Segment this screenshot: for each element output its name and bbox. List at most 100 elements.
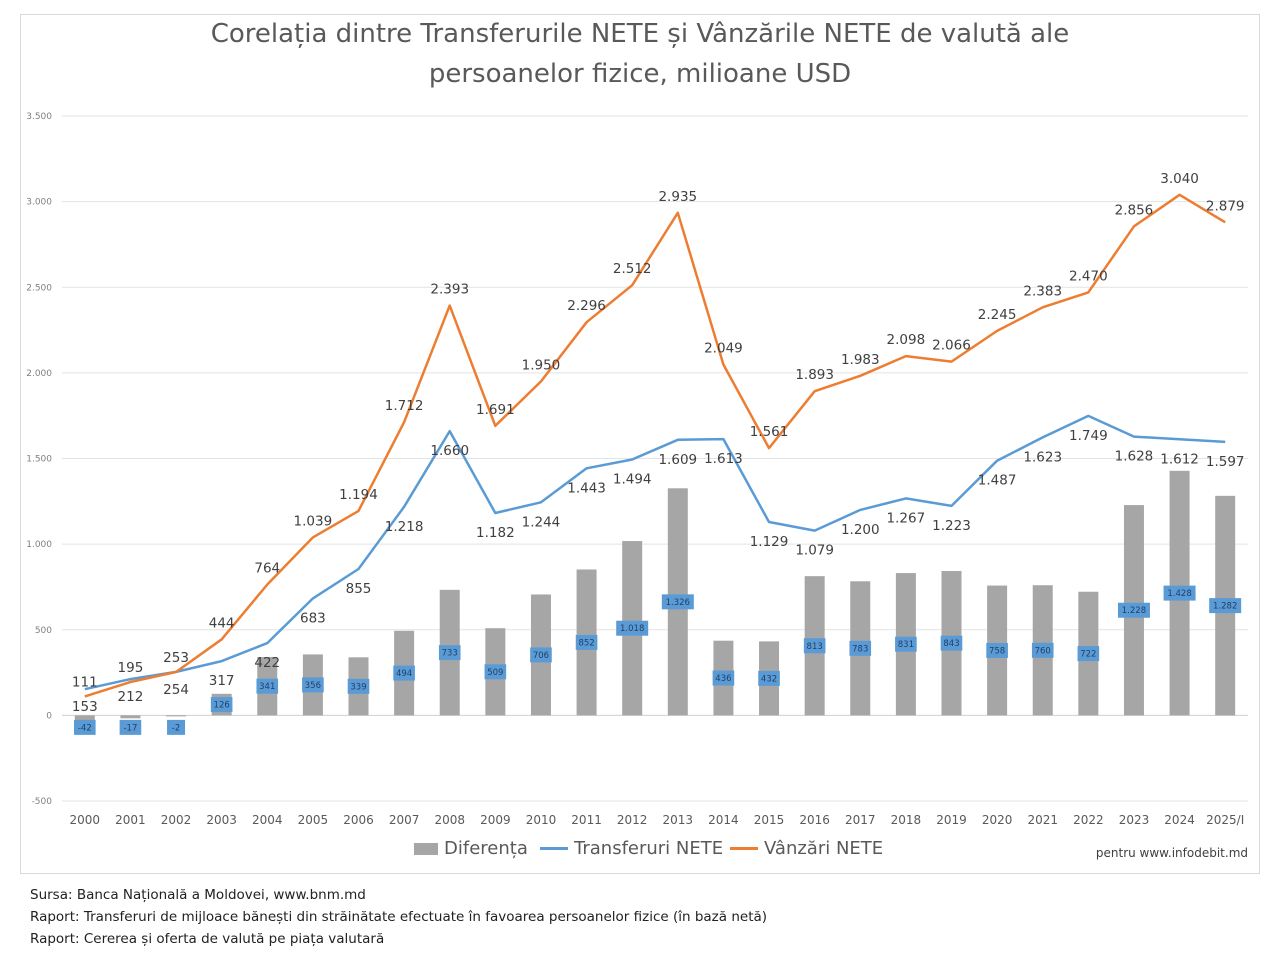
line-value-label-transferuri: 1.443 [567, 480, 606, 496]
y-tick-label: 1.500 [26, 455, 52, 465]
x-tick-label: 2008 [434, 813, 465, 827]
x-tick-label: 2011 [571, 813, 602, 827]
x-tick-label: 2005 [298, 813, 329, 827]
chart-title-line-1: Corelația dintre Transferurile NETE și V… [210, 19, 1070, 49]
bar-value-label-box [438, 645, 461, 661]
bar-value-label-box [849, 640, 872, 656]
x-tick-label: 2010 [526, 813, 557, 827]
line-value-label-vanzari: 253 [163, 650, 189, 666]
x-tick-label: 2024 [1164, 813, 1195, 827]
line-value-label-vanzari: 1.039 [294, 513, 333, 529]
x-tick-label: 2007 [389, 813, 420, 827]
line-value-label-transferuri: 1.494 [613, 472, 652, 488]
line-value-label-vanzari: 764 [254, 561, 280, 577]
line-value-label-transferuri: 1.223 [932, 518, 971, 534]
line-value-label-vanzari: 2.470 [1069, 268, 1108, 284]
line-value-label-vanzari: 2.383 [1023, 283, 1062, 299]
line-value-label-transferuri: 254 [163, 682, 189, 698]
bar-value-label-box [119, 719, 142, 735]
bar-value-label-box [940, 635, 963, 651]
line-value-label-transferuri: 1.129 [750, 534, 789, 550]
bar-value-label-box [210, 697, 233, 713]
bar-value-label-box [530, 647, 552, 663]
x-tick-label: 2012 [617, 813, 648, 827]
legend-label-diferenta: Diferența [444, 838, 528, 859]
legend-item-vanzari: Vânzări NETE [730, 838, 883, 859]
line-value-label-transferuri: 153 [72, 699, 98, 715]
line-value-label-vanzari: 1.561 [750, 424, 789, 440]
y-tick-label: 0 [46, 711, 52, 721]
bar-value-label: 1.228 [1122, 606, 1146, 616]
x-tick-label: 2015 [754, 813, 785, 827]
line-value-label-vanzari: 444 [209, 615, 235, 631]
line-value-label-vanzari: 1.194 [339, 487, 378, 503]
line-value-label-transferuri: 683 [300, 610, 326, 626]
bar-value-label-box [256, 678, 279, 694]
bar [74, 715, 95, 723]
y-tick-label: 500 [35, 626, 52, 636]
line-value-label-vanzari: 2.066 [932, 338, 971, 354]
bar-value-label: 339 [350, 682, 366, 692]
chart-title-line-2: persoanelor fizice, milioane USD [428, 59, 852, 89]
series-line-vanzari [84, 193, 1226, 698]
chart-legend: Diferența Transferuri NETE Vânzări NETE [0, 838, 1280, 866]
x-tick-label: 2020 [982, 813, 1013, 827]
bar-value-label-box [1031, 642, 1054, 658]
bar-value-label: -2 [172, 723, 180, 733]
bar-value-label: 509 [487, 668, 503, 678]
sources-block: Sursa: Banca Națională a Moldovei, www.b… [30, 884, 767, 950]
x-tick-label: 2004 [252, 813, 283, 827]
line-value-label-transferuri: 1.487 [978, 473, 1017, 489]
x-tick-label: 2013 [663, 813, 694, 827]
bar-value-label: 722 [1080, 650, 1096, 660]
bar-value-label: 494 [396, 669, 412, 679]
legend-swatch-bar [414, 842, 438, 855]
bar-value-label-box [758, 670, 780, 686]
bar-value-label: 1.282 [1213, 602, 1237, 612]
series-line-transferuri [84, 414, 1226, 691]
bar-value-label: 758 [989, 646, 1005, 656]
bar-value-label: 733 [442, 649, 458, 659]
bar-value-label: 436 [715, 674, 731, 684]
line-value-label-transferuri: 1.623 [1023, 449, 1062, 465]
line-value-label-vanzari: 3.040 [1160, 171, 1199, 187]
y-tick-label: 3.000 [26, 198, 52, 208]
bar-value-label-box [575, 634, 598, 650]
legend-swatch-line-blue [540, 847, 568, 850]
bar-value-label: 356 [305, 681, 321, 691]
x-tick-label: 2001 [115, 813, 146, 827]
x-tick-label: 2000 [70, 813, 101, 827]
bar-value-label-box [1077, 646, 1100, 662]
line-value-label-vanzari: 195 [118, 660, 144, 676]
line-value-label-transferuri: 1.597 [1206, 454, 1245, 470]
line-value-label-vanzari: 1.983 [841, 352, 880, 368]
line-value-label-transferuri: 1.612 [1160, 451, 1199, 467]
legend-label-vanzari: Vânzări NETE [764, 838, 884, 859]
bar-value-label: 843 [943, 639, 959, 649]
bar-value-label-box [616, 620, 649, 636]
bar-value-label-box [1117, 602, 1150, 618]
x-tick-label: 2022 [1073, 813, 1104, 827]
bar-value-label: 1.326 [666, 598, 690, 608]
line-value-label-vanzari: 1.950 [522, 357, 561, 373]
line-value-label-transferuri: 1.200 [841, 522, 880, 538]
bar-value-label-box [986, 642, 1008, 658]
bar-value-label-box [1163, 585, 1196, 601]
x-tick-label: 2023 [1119, 813, 1150, 827]
legend-label-transferuri: Transferuri NETE [574, 838, 724, 859]
line-value-label-transferuri: 1.660 [430, 443, 469, 459]
line-value-label-transferuri: 1.244 [522, 514, 561, 530]
line-value-label-transferuri: 1.182 [476, 525, 515, 541]
bar-value-label-box [661, 594, 694, 610]
x-tick-label: 2025/I [1206, 813, 1244, 827]
y-tick-label: 3.500 [26, 112, 52, 122]
line-value-label-transferuri: 1.079 [795, 543, 834, 559]
bar-value-label-box [347, 678, 370, 694]
legend-item-diferenta: Diferența [414, 838, 528, 859]
bar [166, 715, 187, 717]
legend-swatch-line-orange [730, 847, 758, 850]
y-tick-label: 2.500 [26, 283, 52, 293]
bar-value-label-box [167, 719, 186, 735]
bar-value-label-box [803, 638, 826, 654]
